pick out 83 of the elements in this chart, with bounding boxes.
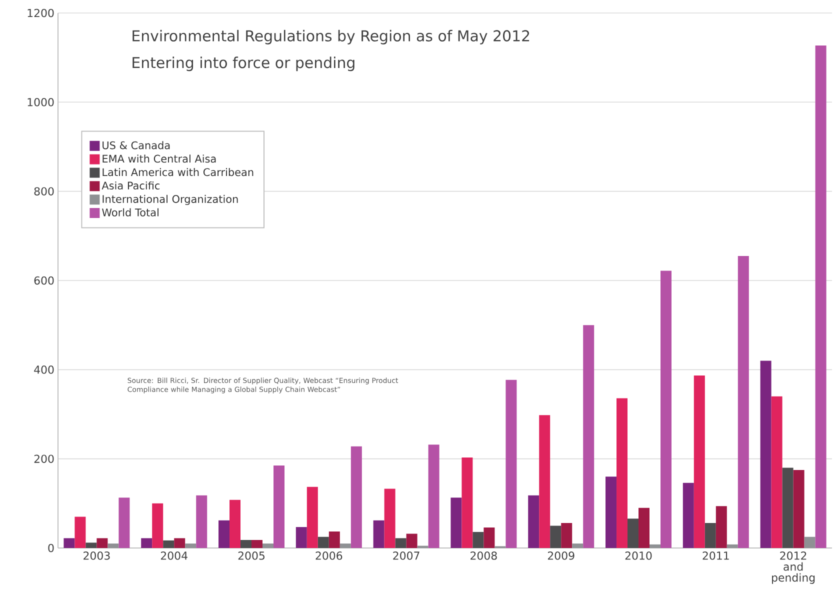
bar — [240, 540, 252, 548]
bar — [350, 446, 362, 548]
text: Environmental Regulations by Region as of May 2012 — [132, 30, 530, 44]
bar — [262, 544, 274, 548]
bar — [450, 498, 462, 548]
bar — [561, 523, 572, 548]
legend-label: EMA with Central Aisa — [102, 154, 216, 163]
bar — [804, 536, 816, 548]
legend-label: International Organization — [102, 194, 238, 205]
bar — [152, 503, 164, 548]
bar — [472, 532, 484, 548]
bar — [174, 538, 186, 548]
bar — [771, 396, 782, 548]
bar — [583, 325, 594, 548]
bar — [96, 538, 108, 548]
bar — [196, 495, 208, 548]
bar — [406, 534, 418, 548]
y-tick-label: 400 — [34, 366, 54, 374]
bar — [274, 466, 285, 548]
bar — [428, 444, 440, 548]
bar — [306, 486, 318, 548]
bar — [716, 506, 727, 548]
x-tick-label: 2005 — [238, 552, 264, 560]
legend-label: Latin America with Carribean — [102, 168, 254, 176]
bar — [64, 538, 75, 548]
bar — [628, 518, 639, 548]
bar — [606, 476, 617, 548]
bar — [395, 538, 406, 548]
bar — [328, 532, 340, 548]
bar — [163, 540, 174, 548]
x-tick-label: 2010 — [625, 552, 652, 560]
bar — [726, 544, 738, 548]
bar — [373, 520, 384, 548]
bar — [694, 375, 705, 548]
bar — [682, 482, 694, 548]
bar — [108, 544, 119, 548]
bar — [230, 500, 241, 548]
y-tick-label: 600 — [34, 276, 54, 285]
bar — [86, 542, 97, 548]
legend-label: Asia Pacific — [102, 181, 160, 190]
legend-label: US & Canada — [102, 141, 170, 150]
bar — [141, 538, 152, 548]
bar — [384, 488, 396, 548]
bar — [650, 544, 661, 548]
bar — [506, 380, 517, 548]
bar — [572, 544, 584, 548]
bar — [660, 270, 672, 548]
bar — [793, 470, 804, 548]
x-tick-label: 2007 — [393, 552, 420, 560]
bar — [252, 540, 263, 548]
bar — [218, 520, 230, 548]
x-tick-label: 2004 — [160, 552, 188, 560]
bar — [616, 398, 628, 548]
bar — [638, 508, 650, 548]
x-tick-label: 2011 — [702, 552, 729, 560]
bar — [296, 527, 307, 548]
bar — [782, 468, 794, 548]
bar — [318, 536, 329, 548]
y-tick-label: 1000 — [28, 98, 54, 106]
bar — [340, 544, 351, 548]
bar — [550, 526, 562, 548]
text: Entering into force or pending — [132, 56, 354, 72]
y-tick-label: 800 — [34, 187, 54, 196]
bar — [760, 360, 772, 548]
y-tick-label: 200 — [34, 454, 54, 463]
bar — [539, 415, 550, 548]
bar — [462, 457, 473, 548]
x-tick-label: 2008 — [470, 552, 497, 560]
bar — [484, 527, 495, 548]
bar — [528, 495, 540, 548]
y-tick-label: 0 — [48, 544, 54, 552]
bar — [704, 523, 716, 548]
x-tick-label: 2009 — [548, 552, 574, 560]
legend-label: World Total — [102, 208, 158, 216]
y-tick-label: 1200 — [28, 8, 54, 18]
bar — [815, 46, 826, 548]
x-tick-label: 2012 and pending — [772, 552, 815, 584]
bar — [185, 544, 196, 548]
x-tick-label: 2006 — [316, 552, 342, 560]
bar — [118, 498, 130, 548]
bar — [74, 516, 86, 548]
bar — [738, 256, 749, 548]
x-tick-label: 2003 — [84, 552, 110, 560]
